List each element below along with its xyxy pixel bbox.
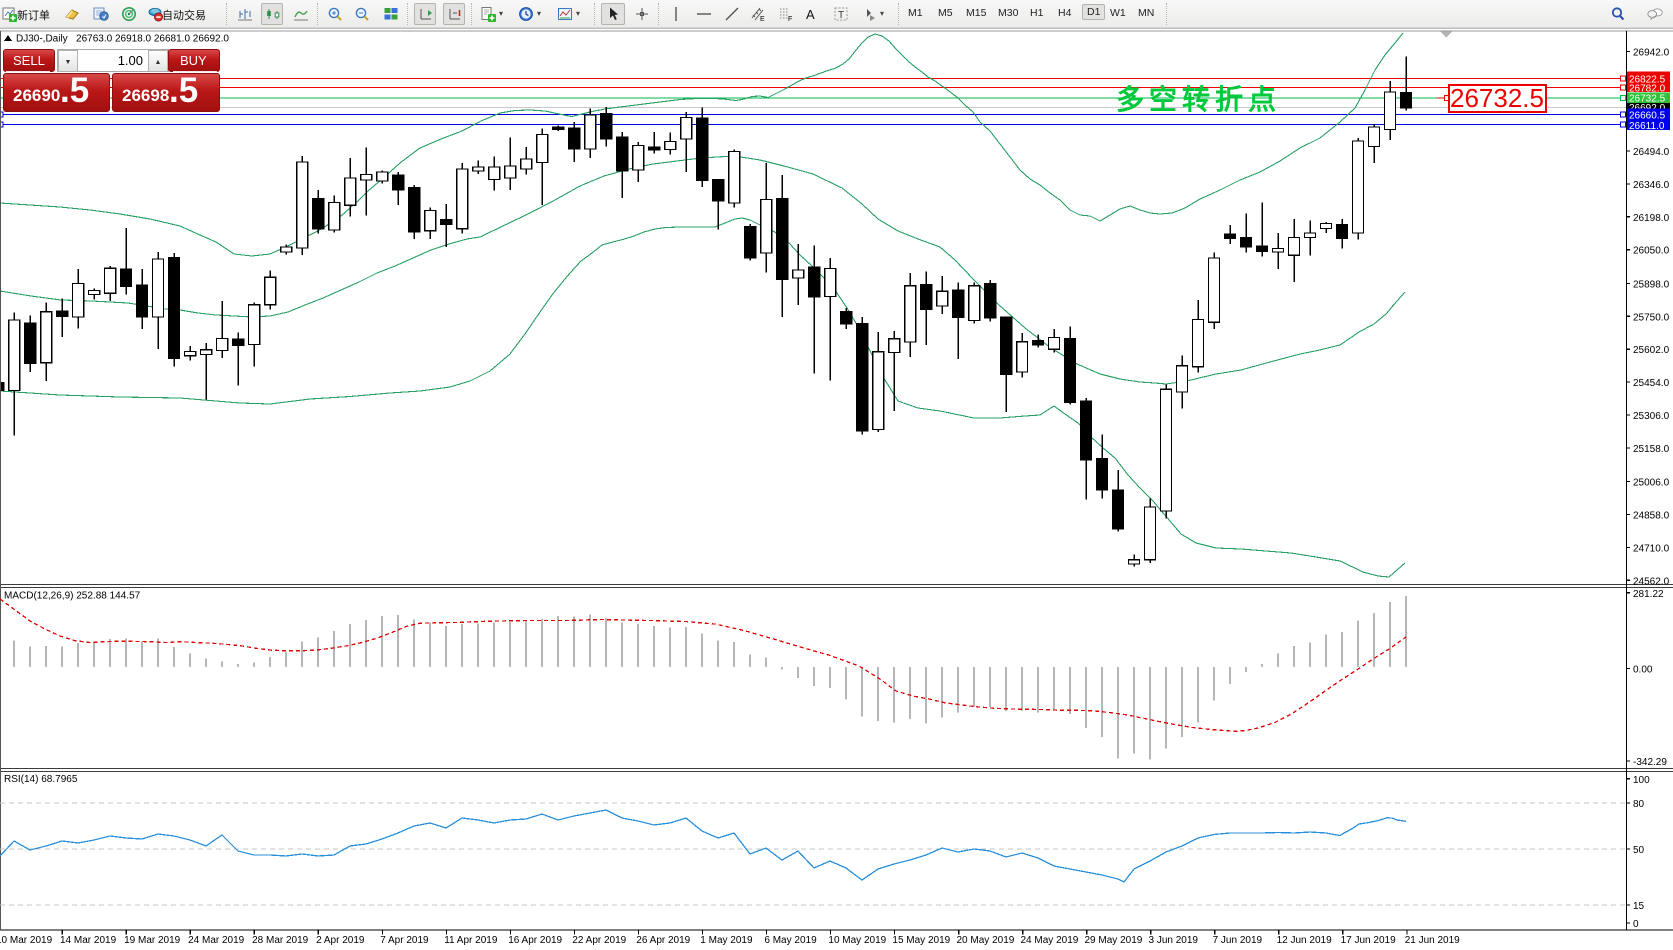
svg-text:17 Jun 2019: 17 Jun 2019 bbox=[1341, 935, 1396, 946]
svg-text:25750.0: 25750.0 bbox=[1633, 312, 1670, 323]
svg-text:26494.0: 26494.0 bbox=[1633, 147, 1670, 158]
svg-text:26782.0: 26782.0 bbox=[1629, 84, 1666, 95]
svg-text:0: 0 bbox=[1633, 919, 1639, 930]
svg-text:25454.0: 25454.0 bbox=[1633, 378, 1670, 389]
svg-text:29 May 2019: 29 May 2019 bbox=[1085, 935, 1143, 946]
svg-text:21 Jun 2019: 21 Jun 2019 bbox=[1405, 935, 1460, 946]
svg-text:14 Mar 2019: 14 Mar 2019 bbox=[60, 935, 117, 946]
svg-text:26611.0: 26611.0 bbox=[1629, 121, 1665, 132]
svg-text:26732.5: 26732.5 bbox=[1450, 83, 1544, 113]
svg-text:6 May 2019: 6 May 2019 bbox=[764, 935, 817, 946]
svg-text:26822.5: 26822.5 bbox=[1629, 75, 1666, 86]
svg-text:24 Mar 2019: 24 Mar 2019 bbox=[188, 935, 245, 946]
svg-text:25306.0: 25306.0 bbox=[1633, 411, 1670, 422]
svg-text:24710.0: 24710.0 bbox=[1633, 543, 1670, 554]
svg-text:25602.0: 25602.0 bbox=[1633, 345, 1670, 356]
svg-text:-342.29: -342.29 bbox=[1633, 757, 1667, 768]
svg-text:25898.0: 25898.0 bbox=[1633, 279, 1670, 290]
svg-text:2 Apr 2019: 2 Apr 2019 bbox=[316, 935, 365, 946]
svg-text:100: 100 bbox=[1633, 775, 1650, 786]
svg-text:0.00: 0.00 bbox=[1633, 664, 1653, 675]
svg-text:19 Mar 2019: 19 Mar 2019 bbox=[124, 935, 181, 946]
svg-text:7 Apr 2019: 7 Apr 2019 bbox=[380, 935, 429, 946]
svg-text:26050.0: 26050.0 bbox=[1633, 246, 1670, 257]
svg-text:26732.5: 26732.5 bbox=[1629, 93, 1666, 104]
svg-text:15 May 2019: 15 May 2019 bbox=[892, 935, 950, 946]
svg-text:28 Mar 2019: 28 Mar 2019 bbox=[252, 935, 309, 946]
svg-text:26198.0: 26198.0 bbox=[1633, 213, 1670, 224]
svg-text:1 May 2019: 1 May 2019 bbox=[700, 935, 753, 946]
svg-text:MACD(12,26,9) 252.88 144.57: MACD(12,26,9) 252.88 144.57 bbox=[4, 591, 141, 602]
svg-text:11 Apr 2019: 11 Apr 2019 bbox=[444, 935, 498, 946]
svg-text:26942.0: 26942.0 bbox=[1633, 48, 1670, 59]
svg-text:25158.0: 25158.0 bbox=[1633, 444, 1670, 455]
svg-text:24 May 2019: 24 May 2019 bbox=[1021, 935, 1079, 946]
svg-text:10 Mar 2019: 10 Mar 2019 bbox=[0, 935, 53, 946]
svg-text:RSI(14) 68.7965: RSI(14) 68.7965 bbox=[4, 774, 78, 785]
svg-text:26346.0: 26346.0 bbox=[1633, 180, 1670, 191]
svg-text:281.22: 281.22 bbox=[1633, 589, 1664, 600]
svg-text:多空转折点: 多空转折点 bbox=[1116, 83, 1281, 115]
svg-text:24858.0: 24858.0 bbox=[1633, 511, 1670, 522]
svg-text:12 Jun 2019: 12 Jun 2019 bbox=[1277, 935, 1332, 946]
svg-text:DJ30-,Daily 26763.0 26918.0: DJ30-,Daily 26763.0 26918.0 26681.0 2669… bbox=[16, 34, 229, 45]
svg-text:7 Jun 2019: 7 Jun 2019 bbox=[1213, 935, 1263, 946]
svg-text:24562.0: 24562.0 bbox=[1633, 576, 1670, 587]
svg-text:25006.0: 25006.0 bbox=[1633, 478, 1670, 489]
svg-text:10 May 2019: 10 May 2019 bbox=[828, 935, 886, 946]
svg-text:F: F bbox=[788, 16, 792, 22]
svg-text:3 Jun 2019: 3 Jun 2019 bbox=[1149, 935, 1199, 946]
svg-text:T: T bbox=[838, 10, 844, 21]
svg-text:26660.5: 26660.5 bbox=[1629, 110, 1666, 121]
svg-text:E: E bbox=[760, 16, 765, 22]
svg-text:20 May 2019: 20 May 2019 bbox=[957, 935, 1015, 946]
svg-text:22 Apr 2019: 22 Apr 2019 bbox=[572, 935, 626, 946]
svg-text:16 Apr 2019: 16 Apr 2019 bbox=[508, 935, 562, 946]
svg-text:26 Apr 2019: 26 Apr 2019 bbox=[636, 935, 690, 946]
svg-text:80: 80 bbox=[1633, 799, 1645, 810]
svg-text:15: 15 bbox=[1633, 901, 1645, 912]
svg-text:50: 50 bbox=[1633, 845, 1645, 856]
